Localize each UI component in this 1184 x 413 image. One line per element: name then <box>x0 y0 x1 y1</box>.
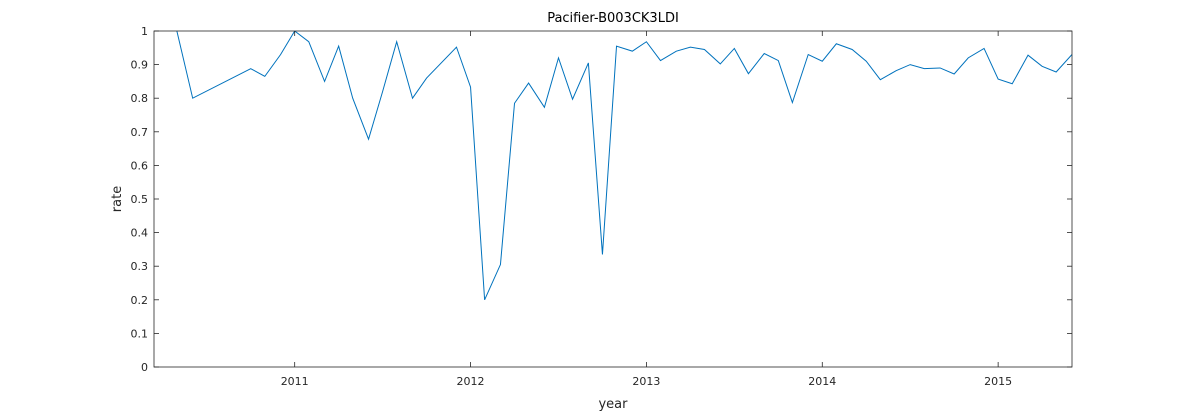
x-tick-label: 2012 <box>457 375 485 388</box>
y-tick-label: 0.3 <box>131 260 149 273</box>
x-axis-label: year <box>598 397 628 412</box>
y-tick-label: 0.9 <box>131 59 149 72</box>
x-tick-label: 2014 <box>808 375 836 388</box>
y-tick-label: 1 <box>141 25 148 38</box>
y-axis: 0 0.1 0.2 0.3 0.4 0.5 0.6 0.7 0.8 0.9 1 <box>131 25 1072 374</box>
y-tick-label: 0.7 <box>131 126 149 139</box>
series-line-1 <box>176 31 1072 301</box>
x-tick-label: 2011 <box>281 375 309 388</box>
x-tick-label: 2015 <box>984 375 1012 388</box>
y-tick-label: 0.4 <box>131 227 149 240</box>
series-layer <box>176 31 1072 301</box>
y-tick-label: 0.8 <box>131 92 149 105</box>
y-tick-label: 0.6 <box>131 159 149 172</box>
y-tick-label: 0.2 <box>131 294 149 307</box>
x-axis: 2011 2012 2013 2014 2015 <box>281 31 1012 388</box>
chart-title: Pacifier-B003CK3LDI <box>547 11 679 26</box>
y-tick-label: 0 <box>141 361 148 374</box>
y-tick-label: 0.5 <box>131 193 149 206</box>
x-tick-label: 2013 <box>632 375 660 388</box>
y-tick-label: 0.1 <box>131 327 149 340</box>
y-axis-label: rate <box>110 186 125 212</box>
plot-background <box>154 31 1072 367</box>
